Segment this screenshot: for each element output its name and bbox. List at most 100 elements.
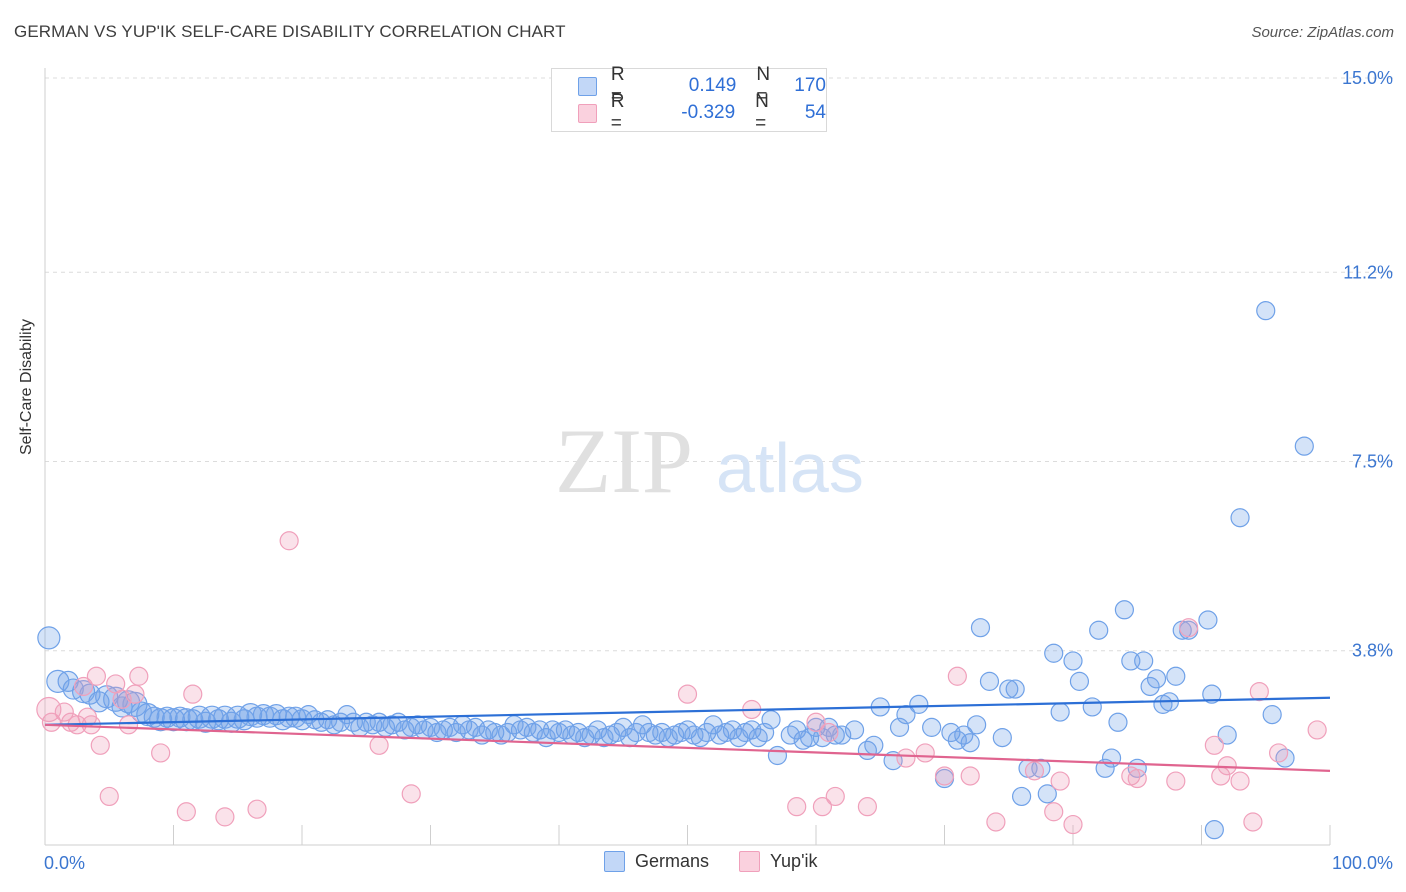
yupik-point [112,689,132,709]
tick-labels: 3.8% 7.5% 11.2% 15.0% 0.0% 100.0% [44,68,1393,873]
yupik-point [1179,618,1199,638]
germans-trend-line [44,696,1331,726]
germans-point [761,710,781,730]
germans-point [954,725,974,745]
legend-n-value: 54 [804,102,826,123]
germans-point [970,618,991,638]
germans-point [1202,684,1222,704]
yupik-point [369,735,389,755]
germans-point [207,709,230,731]
yupik-point [1063,814,1083,835]
yupik-point [1050,771,1070,791]
legend-item-yupik[interactable]: Yup'ik [739,851,818,872]
germans-point [149,708,173,732]
yupik-trend-line [44,723,1331,772]
germans-point [992,728,1012,748]
germans-point [1011,786,1032,807]
yupik-point [401,784,421,804]
series-legend: Germans Yup'ik [604,851,848,872]
legend-item-germans[interactable]: Germans [604,851,709,872]
legend-r-label: R = [610,91,625,134]
legend-r-value: 0.149 [688,75,737,96]
germans-swatch [604,851,625,872]
yupik-point [960,766,980,786]
trend-lines [44,696,1331,772]
yupik-point [176,802,196,822]
germans-point [967,715,987,735]
yupik-point [1166,771,1186,791]
germans-point [1230,508,1250,528]
germans-point [161,708,186,732]
yupik-point [825,786,845,807]
legend-r-value: -0.329 [681,102,736,123]
yupik-point [1249,681,1269,702]
grid-lines [45,77,1395,652]
germans-point [1069,671,1090,691]
yupik-point [806,712,826,732]
yupik-points [36,531,1327,835]
yupik-point [1268,743,1289,763]
yupik-point [247,799,267,819]
yupik-point [1217,756,1237,776]
watermark-zip: ZIP [555,410,693,512]
yupik-point [90,735,110,755]
yupik-point [215,807,235,827]
legend-r-label: R = [610,64,625,107]
yupik-point [1044,802,1064,822]
watermark-atlas: atlas [716,429,864,507]
yupik-point [677,684,698,704]
yupik-point [125,684,145,704]
yupik-point [934,766,955,786]
yupik-point [36,696,62,723]
germans-point [1262,705,1282,725]
yupik-point [986,812,1006,832]
yupik-swatch [739,851,761,872]
germans-point [213,705,237,729]
germans-point [690,728,710,748]
germans-point [607,722,627,743]
yupik-point [915,743,935,763]
germans-point [1063,651,1083,671]
yupik-point [183,684,203,704]
legend-label-germans: Germans [635,851,710,871]
yupik-point [1230,771,1250,791]
chart-title: GERMAN VS YUP'IK SELF-CARE DISABILITY CO… [14,22,566,41]
germans-point [1108,712,1128,732]
yupik-point [1307,720,1327,740]
yupik-point [1024,761,1045,781]
yupik-point [86,666,107,686]
legend-row-yupik: R = -0.329 N = 54 [578,91,826,134]
germans-point [748,728,768,748]
yupik-point [812,797,833,817]
yupik-swatch [578,103,597,123]
chart-source: Source: ZipAtlas.com [1251,24,1394,41]
germans-point [1198,610,1218,630]
x-tick-label: 0.0% [44,853,85,873]
germans-point [613,717,633,737]
yupik-point [129,666,149,686]
germans-point [1082,697,1102,717]
germans-point [1275,748,1295,768]
germans-point [864,735,884,755]
y-axis-label: Self-Care Disability [18,318,35,455]
germans-point [1050,702,1070,722]
germans-point [1044,643,1064,663]
germans-point [1101,748,1122,768]
yupik-point [73,676,94,697]
yupik-point [1204,735,1224,755]
y-tick-label: 15.0% [1342,68,1393,88]
correlation-legend: R = 0.149 N = 170 R = -0.329 N = 54 [551,64,827,134]
germans-point [960,733,980,753]
germans-point [1166,666,1186,686]
germans-point [1037,784,1057,804]
germans-point [1204,820,1224,840]
legend-n-label: N = [755,91,769,134]
yupik-point [819,722,839,743]
yupik-point [118,715,139,735]
germans-point [999,679,1019,699]
y-tick-label: 7.5% [1352,452,1393,472]
germans-point [909,694,929,714]
yupik-point [151,743,171,763]
yupik-point [1127,768,1147,789]
